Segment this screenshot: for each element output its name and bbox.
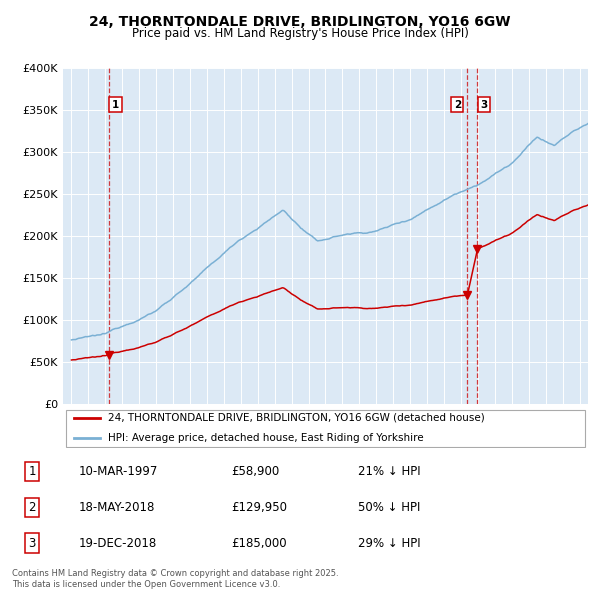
Text: 50% ↓ HPI: 50% ↓ HPI [358,501,420,514]
FancyBboxPatch shape [65,410,586,447]
Text: Contains HM Land Registry data © Crown copyright and database right 2025.
This d: Contains HM Land Registry data © Crown c… [12,569,338,589]
Text: HPI: Average price, detached house, East Riding of Yorkshire: HPI: Average price, detached house, East… [107,433,423,443]
Text: £58,900: £58,900 [231,465,279,478]
Text: 3: 3 [28,537,36,550]
Text: £185,000: £185,000 [231,537,287,550]
Text: 1: 1 [28,465,36,478]
Text: 19-DEC-2018: 19-DEC-2018 [78,537,157,550]
Text: 2: 2 [28,501,36,514]
Text: 10-MAR-1997: 10-MAR-1997 [78,465,158,478]
Text: 2: 2 [454,100,461,110]
Text: Price paid vs. HM Land Registry's House Price Index (HPI): Price paid vs. HM Land Registry's House … [131,27,469,40]
Text: 24, THORNTONDALE DRIVE, BRIDLINGTON, YO16 6GW (detached house): 24, THORNTONDALE DRIVE, BRIDLINGTON, YO1… [107,413,484,423]
Text: 24, THORNTONDALE DRIVE, BRIDLINGTON, YO16 6GW: 24, THORNTONDALE DRIVE, BRIDLINGTON, YO1… [89,15,511,29]
Text: 1: 1 [112,100,119,110]
Text: 21% ↓ HPI: 21% ↓ HPI [358,465,420,478]
Text: 29% ↓ HPI: 29% ↓ HPI [358,537,420,550]
Text: 3: 3 [481,100,488,110]
Text: £129,950: £129,950 [231,501,287,514]
Text: 18-MAY-2018: 18-MAY-2018 [78,501,155,514]
